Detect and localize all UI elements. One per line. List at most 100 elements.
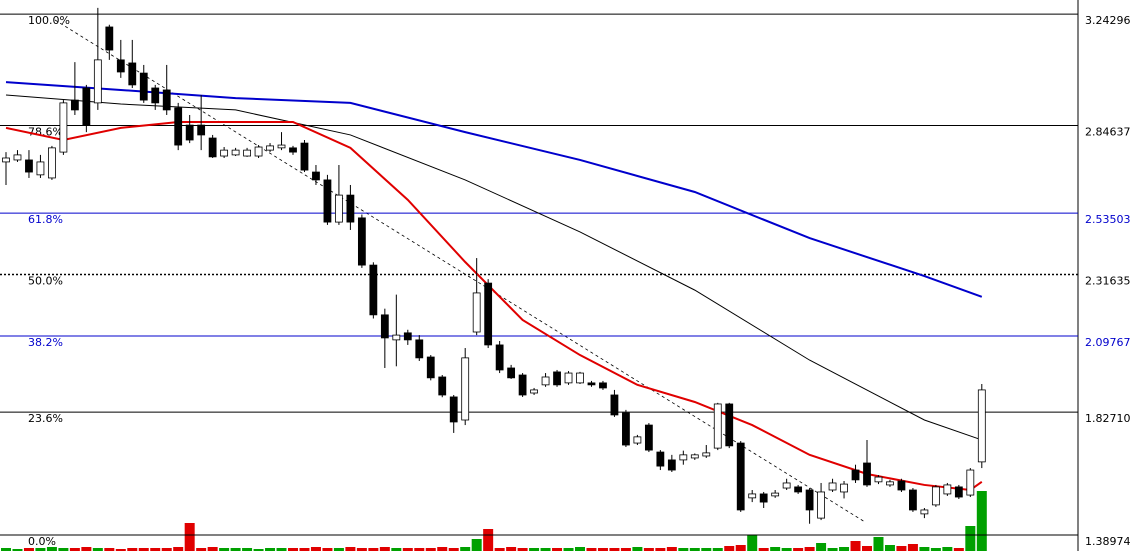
candle-body: [874, 476, 883, 483]
candle-body: [208, 137, 217, 158]
candle-body: [13, 154, 22, 161]
candle-body: [139, 72, 148, 101]
volume-bar: [23, 548, 34, 551]
volume-bar: [345, 547, 356, 551]
price-label: 2.84637: [1085, 126, 1131, 139]
candle-body: [840, 483, 848, 493]
volume-bar: [230, 548, 241, 551]
volume-bar: [896, 546, 907, 551]
volume-bar: [253, 549, 264, 551]
candle-body: [644, 424, 653, 451]
candle-body: [587, 382, 596, 386]
candle-body: [70, 99, 79, 111]
fib-level-label: 23.6%: [28, 412, 63, 425]
volume-bar: [46, 547, 57, 551]
candle-body: [449, 396, 458, 423]
candle-body: [863, 462, 871, 486]
volume-bar: [379, 547, 390, 551]
candle-body: [346, 194, 355, 223]
volume-bar: [150, 548, 161, 551]
volume-bar: [391, 548, 402, 551]
volume-bar: [333, 548, 344, 551]
candle-body: [851, 469, 860, 481]
candle-body: [736, 442, 745, 511]
volume-bar: [322, 548, 333, 551]
volume-bar: [69, 548, 80, 551]
candle-body: [300, 142, 309, 171]
fib-level-label: 100.0%: [28, 14, 70, 27]
volume-bar: [735, 545, 746, 551]
candle-body: [243, 149, 251, 157]
candle-body: [415, 339, 424, 359]
volume-bar: [953, 548, 964, 551]
volume-bar: [919, 547, 930, 551]
candle-body: [599, 382, 607, 389]
candle-body: [197, 124, 206, 136]
volume-bar: [563, 548, 574, 551]
volume-bar: [414, 548, 425, 551]
volume-bar: [816, 543, 827, 551]
candle-body: [931, 486, 940, 506]
candle-body: [667, 459, 676, 471]
candle-body: [174, 107, 183, 146]
fib-level-label: 0.0%: [28, 535, 56, 548]
volume-bar: [850, 541, 861, 551]
candle-body: [59, 102, 68, 153]
candle-body: [897, 480, 906, 491]
candle-body: [656, 451, 665, 467]
volume-bar: [184, 523, 195, 551]
volume-bar: [207, 547, 218, 551]
candle-body: [128, 62, 137, 86]
volume-bar: [827, 548, 838, 551]
candle-body: [266, 145, 274, 151]
candle-body: [25, 159, 33, 173]
fib-level-label: 50.0%: [28, 275, 63, 288]
candle-body: [185, 124, 194, 141]
volume-bar: [104, 548, 115, 551]
volume-bar: [747, 535, 758, 551]
volume-bar: [770, 547, 781, 551]
candle-body: [518, 374, 527, 396]
price-label: 1.82710: [1085, 412, 1131, 425]
volume-bar: [575, 547, 585, 551]
volume-bar: [448, 548, 459, 551]
candle-body: [392, 334, 401, 341]
volume-bar: [793, 548, 804, 551]
volume-bar: [437, 547, 448, 551]
volume-bar: [483, 529, 494, 551]
volume-bar: [265, 548, 276, 551]
volume-bar: [552, 548, 563, 551]
volume-bar: [597, 548, 608, 551]
volume-bar: [299, 548, 310, 551]
candle-body: [817, 491, 825, 519]
volume-bar: [1, 548, 11, 551]
candle-body: [48, 147, 56, 179]
candle-body: [553, 371, 561, 386]
volume-bar: [724, 546, 735, 551]
candle-body: [369, 264, 378, 316]
price-label: 2.31635: [1085, 275, 1131, 288]
volume-bar: [965, 526, 976, 551]
volume-bar: [701, 548, 712, 551]
volume-bar: [242, 548, 253, 551]
candle-body: [93, 59, 102, 104]
candle-body: [484, 282, 493, 346]
candle-body: [909, 489, 917, 511]
volume-bar: [161, 548, 172, 551]
candle-body: [576, 372, 584, 384]
volume-bar: [310, 547, 321, 551]
volume-bar: [540, 548, 551, 551]
candle-body: [254, 146, 263, 157]
volume-bar: [425, 548, 436, 551]
candle-body: [920, 509, 929, 515]
candle-body: [541, 376, 550, 386]
volume-bar: [58, 548, 69, 551]
price-label: 3.24296: [1085, 14, 1131, 27]
candle-body: [954, 486, 963, 498]
volume-bar: [494, 548, 505, 551]
candle-body: [771, 492, 780, 497]
volume-bar: [35, 548, 46, 551]
candle-body: [461, 357, 470, 421]
